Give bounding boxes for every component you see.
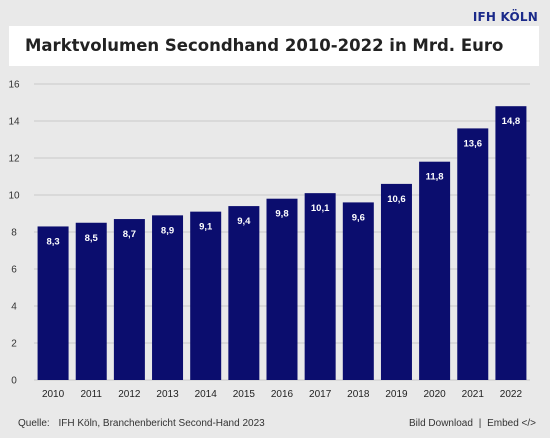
x-tick-label: 2018: [347, 389, 370, 400]
x-tick-label: 2017: [309, 389, 332, 400]
x-tick-label: 2015: [233, 389, 256, 400]
bar: [75, 222, 107, 380]
y-tick-label: 6: [11, 265, 17, 276]
bar-value-label: 9,4: [237, 216, 251, 227]
bar-value-label: 11,8: [426, 172, 444, 183]
download-link[interactable]: Bild Download: [408, 418, 473, 429]
y-tick-label: 14: [8, 117, 20, 128]
bar: [266, 198, 298, 380]
bar-value-label: 10,6: [387, 194, 406, 205]
source-note: Quelle: IFH Köln, Branchenbericht Second…: [18, 418, 271, 429]
bar: [113, 219, 145, 380]
source-label: Quelle:: [18, 418, 50, 429]
bar-value-label: 8,9: [161, 225, 174, 236]
bar: [228, 206, 260, 380]
bar-value-label: 9,6: [352, 212, 365, 223]
bar-value-label: 8,5: [85, 233, 99, 244]
y-tick-label: 0: [11, 376, 17, 387]
y-tick-label: 10: [8, 191, 20, 202]
bar-value-label: 9,1: [199, 222, 213, 233]
bar-value-label: 9,8: [275, 209, 288, 220]
x-tick-label: 2021: [462, 389, 485, 400]
y-tick-label: 12: [8, 154, 20, 165]
source-text: IFH Köln, Branchenbericht Second-Hand 20…: [58, 418, 265, 429]
x-tick-label: 2019: [385, 389, 408, 400]
title-box: Marktvolumen Secondhand 2010-2022 in Mrd…: [9, 26, 539, 66]
x-tick-label: 2010: [42, 389, 65, 400]
bar-value-label: 8,7: [123, 229, 136, 240]
bar: [152, 215, 184, 380]
bar: [495, 106, 527, 380]
bar-value-label: 13,6: [464, 138, 483, 149]
x-tick-label: 2013: [156, 389, 179, 400]
brand-logo: IFH KÖLN: [472, 10, 538, 24]
embed-link[interactable]: Embed </>: [487, 418, 536, 429]
bar: [304, 193, 336, 380]
y-tick-label: 4: [11, 302, 17, 313]
bar: [37, 226, 69, 380]
chart-title: Marktvolumen Secondhand 2010-2022 in Mrd…: [25, 36, 504, 55]
x-tick-label: 2016: [271, 389, 294, 400]
x-tick-label: 2011: [80, 389, 102, 400]
x-tick-label: 2022: [500, 389, 523, 400]
bar: [342, 202, 374, 380]
bar: [419, 161, 451, 380]
bar-value-label: 14,8: [502, 116, 521, 127]
y-tick-label: 16: [8, 80, 20, 91]
x-tick-label: 2014: [195, 389, 218, 400]
bar: [457, 128, 489, 380]
link-separator: |: [478, 418, 482, 429]
x-tick-label: 2020: [423, 389, 446, 400]
footer-links: Bild Download | Embed </>: [409, 418, 536, 429]
y-tick-label: 2: [11, 339, 17, 350]
bar: [190, 211, 222, 380]
bar: [380, 183, 412, 380]
bar-value-label: 8,3: [46, 236, 59, 247]
y-tick-label: 8: [11, 228, 17, 239]
bar-value-label: 10,1: [311, 203, 330, 214]
x-tick-label: 2012: [118, 389, 141, 400]
